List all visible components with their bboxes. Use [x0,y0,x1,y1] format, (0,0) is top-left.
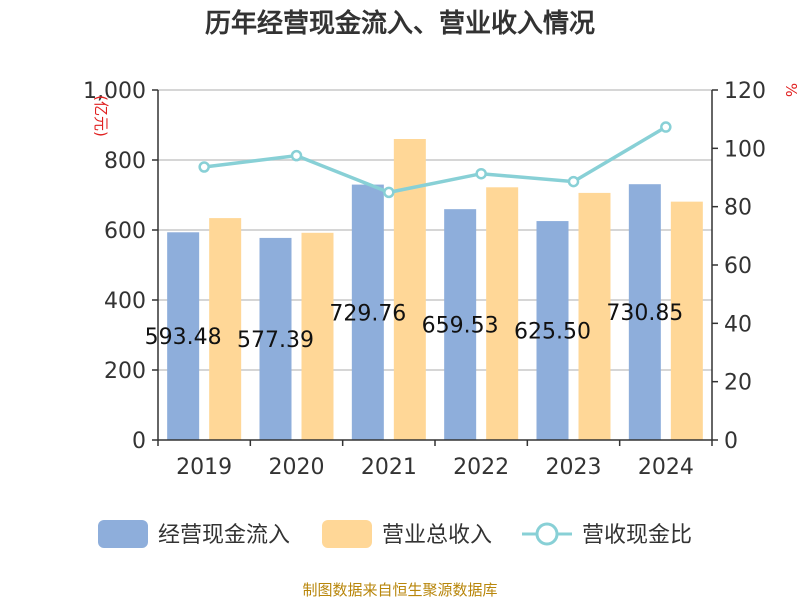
data-label: 593.48 [145,325,222,350]
bar-revenue [578,192,611,440]
y-right-tick-label: 120 [724,79,766,104]
legend-label: 营业总收入 [382,523,492,548]
y-right-tick-label: 80 [724,196,752,221]
ratio-point [290,149,303,162]
data-label: 659.53 [422,314,499,339]
bar-cash-inflow [536,221,569,440]
ratio-point [567,175,580,188]
data-label: 730.85 [606,301,683,326]
y-right-tick-label: 40 [724,312,752,337]
bar-cash-inflow [259,237,292,440]
bar-revenue [209,218,242,440]
bar-cash-inflow [351,184,384,440]
x-tick-label: 2019 [176,455,232,480]
axes: 0 200 400 600 800 1,000 0 20 40 60 80 100 120 2019 202… [83,79,766,480]
bar-cash-inflow [444,209,477,440]
legend-swatch [322,520,372,548]
source-note: 制图数据来自恒生聚源数据库 [302,581,497,599]
bar-revenue [301,232,334,440]
legend-label: 营收现金比 [582,523,692,548]
x-tick-label: 2022 [453,455,509,480]
x-tick-label: 2021 [361,455,417,480]
y-left-tick-label: 400 [104,289,146,314]
bar-cash-inflow [628,184,661,440]
data-label: 729.76 [329,301,406,326]
y-right-tick-label: 0 [724,429,738,454]
y-left-tick-label: 800 [104,149,146,174]
bar-cash-inflow [167,232,200,440]
legend-marker [535,522,559,546]
y-right-tick-label: 20 [724,371,752,396]
ratio-point [198,161,210,173]
legend-swatch [98,520,148,548]
x-tick-label: 2020 [269,455,325,480]
y-right-tick-label: 100 [724,137,766,162]
ratio-line [198,121,672,199]
legend: 经营现金流入 营业总收入 营收现金比 [98,520,692,548]
y-left-tick-label: 0 [132,429,146,454]
x-tick-label: 2023 [546,455,602,480]
ratio-point [475,167,487,180]
bar-revenue [670,201,703,440]
data-label: 625.50 [514,320,591,345]
ratio-point [383,186,395,199]
data-label: 577.39 [237,328,314,353]
chart-title: 历年经营现金流入、营业收入情况 [205,8,595,39]
x-tick-label: 2024 [638,455,694,480]
y-right-tick-label: 60 [724,254,752,279]
y-left-unit-label: (亿元) [92,95,110,137]
ratio-line-path [203,125,667,195]
y-left-tick-label: 1,000 [83,79,146,104]
ratio-point [660,121,672,133]
bars [167,139,703,440]
y-left-tick-label: 600 [104,219,146,244]
legend-label: 经营现金流入 [158,523,290,548]
y-right-unit-label: % [782,83,800,97]
y-left-tick-label: 200 [104,359,146,384]
bar-revenue [486,187,519,440]
